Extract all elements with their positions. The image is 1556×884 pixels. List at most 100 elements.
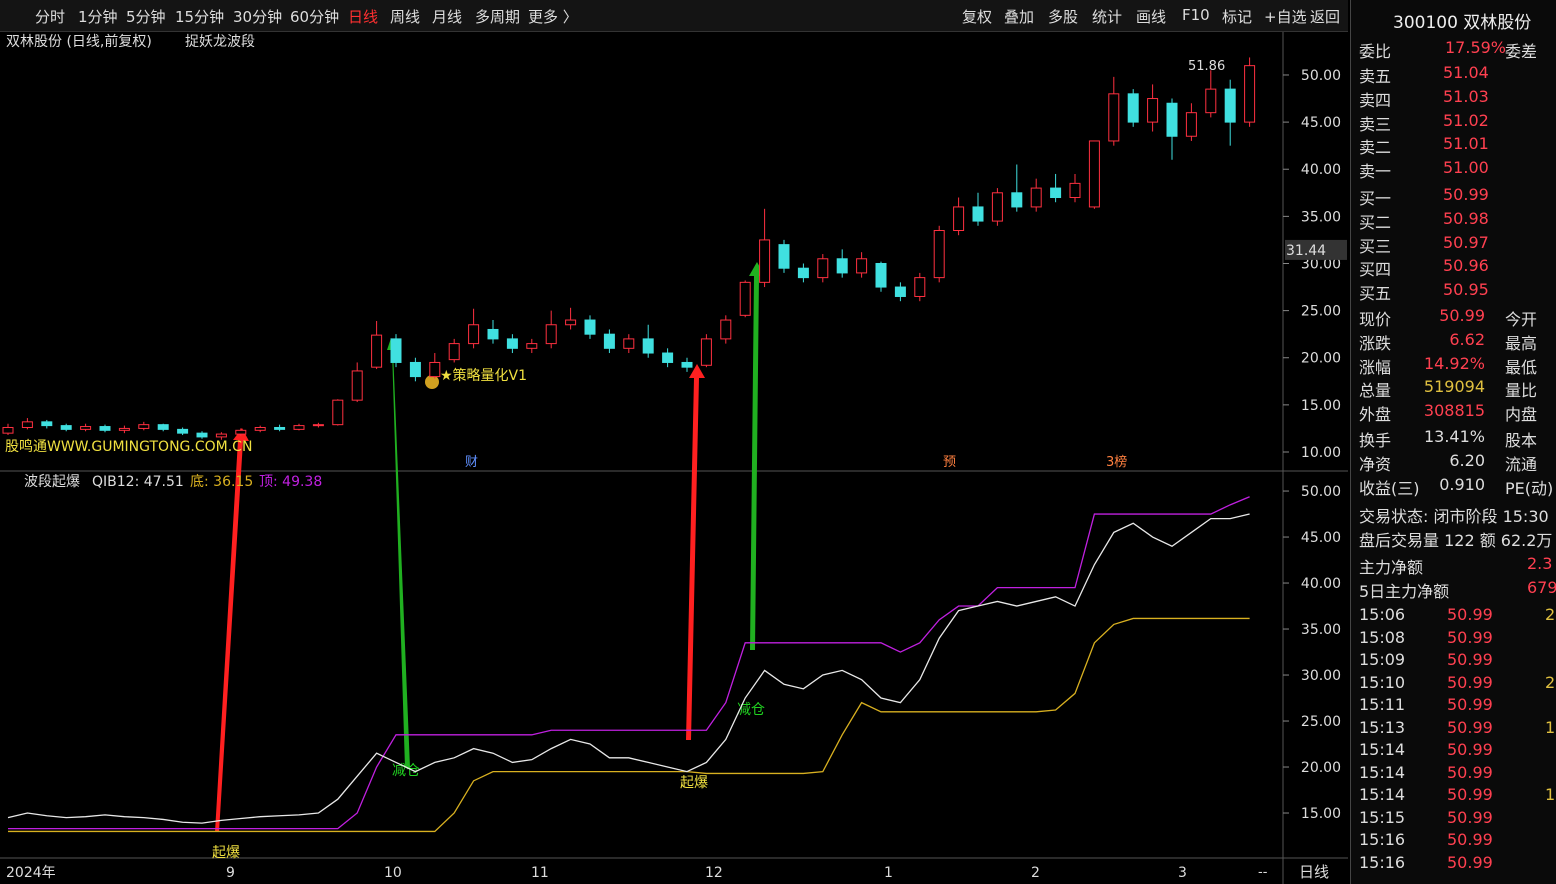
y-tick-label: 40.00	[1301, 576, 1341, 592]
candle-body	[390, 338, 402, 363]
indicator-title: 波段起爆	[24, 474, 80, 490]
tool-button[interactable]: 复权	[962, 8, 993, 26]
x-tick-label: 2	[1031, 865, 1040, 881]
y-tick-label: 50.00	[1301, 68, 1341, 84]
period-button[interactable]: 周线	[390, 8, 421, 26]
period-button[interactable]: 更多 〉	[528, 8, 578, 26]
label: 买四	[1359, 260, 1392, 280]
period-button[interactable]: 1分钟	[78, 8, 118, 26]
tool-button[interactable]: 画线	[1136, 8, 1167, 26]
tick-price: 50.99	[1447, 740, 1493, 759]
tool-button[interactable]: 标记	[1222, 8, 1253, 26]
label: 最低	[1505, 357, 1538, 377]
status: 交易状态: 闭市阶段 15:30	[1359, 507, 1549, 526]
label: 卖一	[1359, 162, 1392, 182]
candle-body	[720, 319, 732, 340]
top-label: 顶: 49.38	[259, 474, 322, 490]
value: 2.3	[1527, 554, 1553, 573]
candle-body	[526, 343, 538, 349]
crosshair-label: 31.44	[1286, 243, 1326, 259]
candle-body	[41, 421, 53, 427]
candle-body	[1050, 187, 1062, 199]
label: 净资	[1359, 454, 1392, 474]
tool-button[interactable]: 统计	[1092, 8, 1123, 26]
tick-time: 15:14	[1359, 762, 1406, 782]
candle-body	[681, 361, 693, 368]
label: 卖五	[1359, 67, 1392, 86]
period: 日线	[1299, 863, 1329, 881]
tick-time: 15:13	[1359, 717, 1406, 737]
tick-volume: 2	[1545, 672, 1556, 692]
candle-body	[21, 421, 33, 428]
signal-arrow	[686, 364, 705, 740]
y-tick-label: 20.00	[1301, 760, 1341, 776]
toolbar: 分时 1分钟 5分钟 15分钟 30分钟 60分钟 日线 周线 月线 多周期 更多 〉 复权 叠加 多股统…	[0, 0, 1348, 32]
candle-body	[914, 277, 926, 297]
y-tick-label: 35.00	[1301, 622, 1341, 638]
status: 盘后交易量 122 额 62.2万	[1359, 531, 1553, 550]
label: 卖四	[1359, 90, 1392, 110]
period-button[interactable]: 月线	[432, 8, 463, 26]
tool-button[interactable]: +自选	[1264, 8, 1307, 26]
candle-body	[1205, 88, 1217, 114]
period-button[interactable]: 多周期	[475, 8, 521, 26]
tick-time: 15:11	[1359, 695, 1406, 714]
period-button[interactable]: 日线	[348, 8, 379, 26]
period-button[interactable]: 5分钟	[126, 8, 166, 26]
label: 最高	[1505, 333, 1538, 353]
tick-price: 50.99	[1447, 627, 1493, 647]
candle-body	[409, 361, 421, 378]
qib-label: QIB12: 47.51	[92, 474, 184, 490]
label: 买三	[1359, 236, 1392, 256]
tick-volume: 1	[1545, 785, 1556, 804]
candle-body	[157, 424, 169, 430]
period-button[interactable]: 60分钟	[290, 8, 340, 26]
period-button[interactable]: 15分钟	[175, 8, 225, 26]
bottom-label: 底: 36.15	[190, 474, 253, 490]
tick-price: 50.99	[1447, 605, 1493, 624]
tool-button[interactable]: 多股	[1048, 8, 1079, 26]
candle-body	[118, 427, 130, 431]
tool-button[interactable]: 返回	[1310, 8, 1341, 26]
tool-button[interactable]: 叠加	[1004, 8, 1035, 26]
price: 51.02	[1443, 110, 1489, 130]
value: 6.20	[1449, 450, 1485, 470]
label: 涨幅	[1359, 357, 1392, 377]
tool-button[interactable]: F10	[1182, 6, 1210, 24]
signal-label: 减仓	[737, 702, 765, 718]
tick-price: 50.99	[1447, 650, 1493, 669]
candle-body	[2, 426, 14, 434]
x-tick-label: 11	[531, 865, 549, 881]
value: 308815	[1423, 401, 1485, 421]
candle-body	[254, 426, 266, 431]
candle-body	[1147, 98, 1159, 123]
candle-body	[1185, 112, 1197, 137]
value: 0.910	[1439, 474, 1485, 494]
tick-time: 15:10	[1359, 672, 1406, 692]
candle-body	[1011, 192, 1023, 208]
tick-time: 15:08	[1359, 627, 1406, 647]
candle-body	[138, 424, 150, 429]
period-button[interactable]: 分时	[35, 8, 66, 26]
signal-label: 起爆	[212, 845, 240, 861]
candle-body	[797, 267, 809, 279]
signal-arrow	[387, 338, 410, 768]
period-button[interactable]: 30分钟	[233, 8, 283, 26]
candle-body	[429, 361, 441, 378]
chart-area: 双林股份 (日线,前复权) 捉妖龙波段 51.86 ★策略量化V1 股鸣通WWW…	[0, 32, 1348, 884]
label: PE(动)	[1505, 478, 1554, 498]
label: 买五	[1359, 284, 1392, 304]
candle-body	[894, 286, 906, 297]
label: 主力净额	[1359, 558, 1424, 577]
price: 50.95	[1443, 280, 1489, 300]
price: 50.97	[1443, 232, 1489, 252]
candle-body	[177, 428, 189, 434]
watermark: 股鸣通WWW.GUMINGTONG.COM.CN	[5, 438, 252, 455]
price: 51.04	[1443, 63, 1489, 82]
candle-body	[351, 370, 363, 401]
signal-label: 减仓	[392, 763, 420, 779]
y-tick-label: 45.00	[1301, 530, 1341, 546]
y-tick-label: 20.00	[1301, 351, 1341, 367]
tick-volume: 2	[1545, 605, 1556, 624]
